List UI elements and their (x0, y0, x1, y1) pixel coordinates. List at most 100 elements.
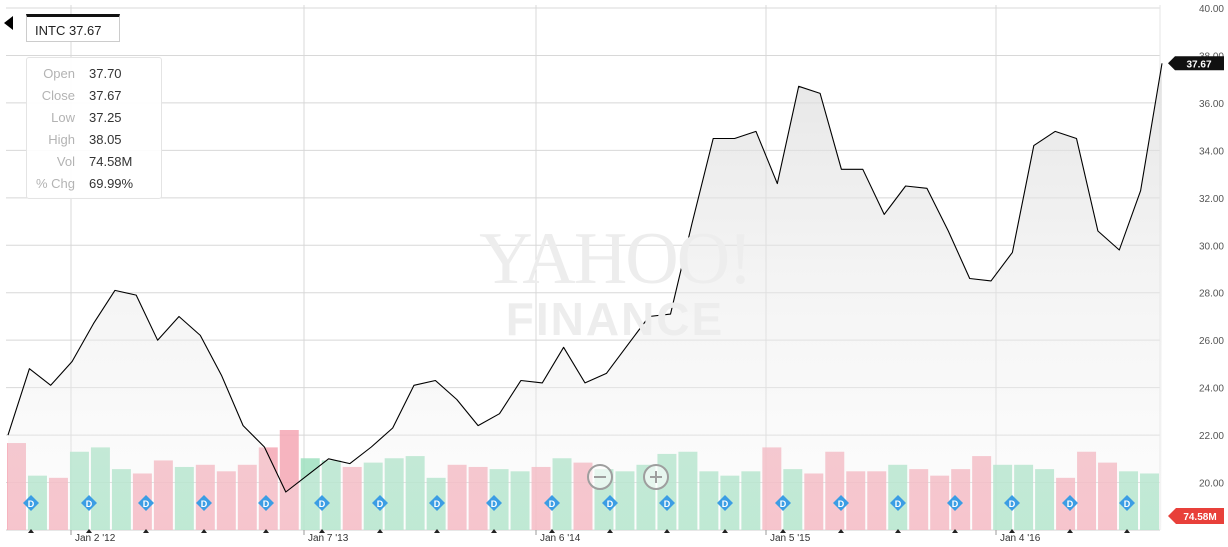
dividend-label: D (838, 499, 845, 509)
x-tick-label: Jan 2 '12 (75, 533, 116, 544)
dividend-diamond (1062, 495, 1078, 511)
ohlc-value: 37.70 (89, 66, 122, 81)
dividend-marker: D (314, 495, 330, 533)
dividend-diamond (138, 495, 154, 511)
dividend-diamond (372, 495, 388, 511)
dividend-label: D (1067, 499, 1074, 509)
y-axis: 20.00 22.00 24.00 26.00 28.00 30.00 32.00 34.00… (1199, 4, 1224, 490)
current-price-tag (1168, 56, 1224, 71)
ohlc-row-close: Close 37.67 (27, 85, 161, 107)
dividend-label: D (28, 499, 35, 509)
dividend-diamond (544, 495, 560, 511)
price-series-line (7, 63, 1163, 493)
dividend-marker: D (138, 495, 154, 533)
y-tick-label: 40.00 (1199, 4, 1224, 15)
dividend-diamond (258, 495, 274, 511)
dividend-tick (319, 529, 325, 533)
dividend-marker: D (890, 495, 906, 533)
dividend-marker: D (372, 495, 388, 533)
current-volume-tag (1168, 508, 1224, 524)
dividend-marker: D (1119, 495, 1135, 533)
dividend-label: D (549, 499, 556, 509)
ohlc-value: 37.67 (89, 88, 122, 103)
ohlc-row-vol: Vol 74.58M (27, 151, 161, 173)
dividend-tick (549, 529, 555, 533)
dividend-tick (952, 529, 958, 533)
dividend-marker: D (1004, 495, 1020, 533)
y-tick-label: 22.00 (1199, 431, 1224, 442)
current-price-tag-label: 37.67 (1186, 59, 1211, 70)
dividend-label: D (491, 499, 498, 509)
y-tick-label: 28.00 (1199, 289, 1224, 300)
value-tags: 37.67 74.58M (1168, 56, 1224, 524)
y-tick-label: 34.00 (1199, 146, 1224, 157)
back-arrow-icon[interactable] (4, 16, 13, 30)
dividend-label: D (780, 499, 787, 509)
dividend-diamond (1119, 495, 1135, 511)
dividend-marker: D (429, 495, 445, 533)
ohlc-row-low: Low 37.25 (27, 107, 161, 129)
dividend-label: D (319, 499, 326, 509)
ohlc-row-pct-change: % Chg 69.99% (27, 173, 161, 195)
ohlc-row-open: Open 37.70 (27, 63, 161, 85)
dividend-marker: D (775, 495, 791, 533)
ohlc-key: Low (51, 110, 75, 125)
price-area-fill (8, 63, 1162, 531)
dividend-marker: D (544, 495, 560, 533)
dividend-tick (780, 529, 786, 533)
dividend-tick (895, 529, 901, 533)
dividend-tick (377, 529, 383, 533)
dividend-label: D (143, 499, 150, 509)
zoom-out-icon[interactable] (587, 464, 613, 490)
ticker-label[interactable]: INTC 37.67 (26, 14, 120, 42)
dividend-tick (434, 529, 440, 533)
y-tick-label: 36.00 (1199, 99, 1224, 110)
y-tick-label: 24.00 (1199, 384, 1224, 395)
dividend-marker: D (196, 495, 212, 533)
ohlc-key: % Chg (35, 176, 75, 191)
ohlc-value: 38.05 (89, 132, 122, 147)
dividend-marker: D (947, 495, 963, 533)
dividend-diamond (775, 495, 791, 511)
dividend-diamond (833, 495, 849, 511)
dividend-marker: D (258, 495, 274, 533)
dividend-label: D (722, 499, 729, 509)
dividend-tick (28, 529, 34, 533)
dividend-label: D (434, 499, 441, 509)
dividend-diamond (602, 495, 618, 511)
ohlc-value: 74.58M (89, 154, 133, 169)
dividend-label: D (377, 499, 384, 509)
dividend-tick (607, 529, 613, 533)
dividend-marker: D (23, 495, 39, 533)
price-line (7, 63, 1163, 493)
dividend-diamond (486, 495, 502, 511)
dividend-tick (491, 529, 497, 533)
ohlc-row-high: High 38.05 (27, 129, 161, 151)
y-tick-label: 30.00 (1199, 241, 1224, 252)
dividend-diamond (429, 495, 445, 511)
zoom-in-icon[interactable] (643, 464, 669, 490)
dividend-diamond (659, 495, 675, 511)
ohlc-value: 69.99% (89, 176, 134, 191)
dividend-marker: D (81, 495, 97, 533)
ohlc-value: 37.25 (89, 110, 122, 125)
dividend-label: D (607, 499, 614, 509)
dividend-marker: D (602, 495, 618, 533)
dividend-tick (1124, 529, 1130, 533)
dividend-tick (86, 529, 92, 533)
dividend-diamond (890, 495, 906, 511)
dividend-label: D (952, 499, 959, 509)
dividend-tick (1067, 529, 1073, 533)
price-area (8, 63, 1162, 531)
ohlc-key: Open (43, 66, 75, 81)
dividend-label: D (263, 499, 270, 509)
ohlc-key: Vol (56, 154, 75, 169)
dividend-label: D (664, 499, 671, 509)
ohlc-key: High (48, 132, 75, 147)
x-tick-label: Jan 4 '16 (1000, 533, 1041, 544)
dividend-tick (1009, 529, 1015, 533)
y-tick-label: 32.00 (1199, 194, 1224, 205)
dividend-tick (263, 529, 269, 533)
x-tick-label: Jan 5 '15 (770, 533, 811, 544)
